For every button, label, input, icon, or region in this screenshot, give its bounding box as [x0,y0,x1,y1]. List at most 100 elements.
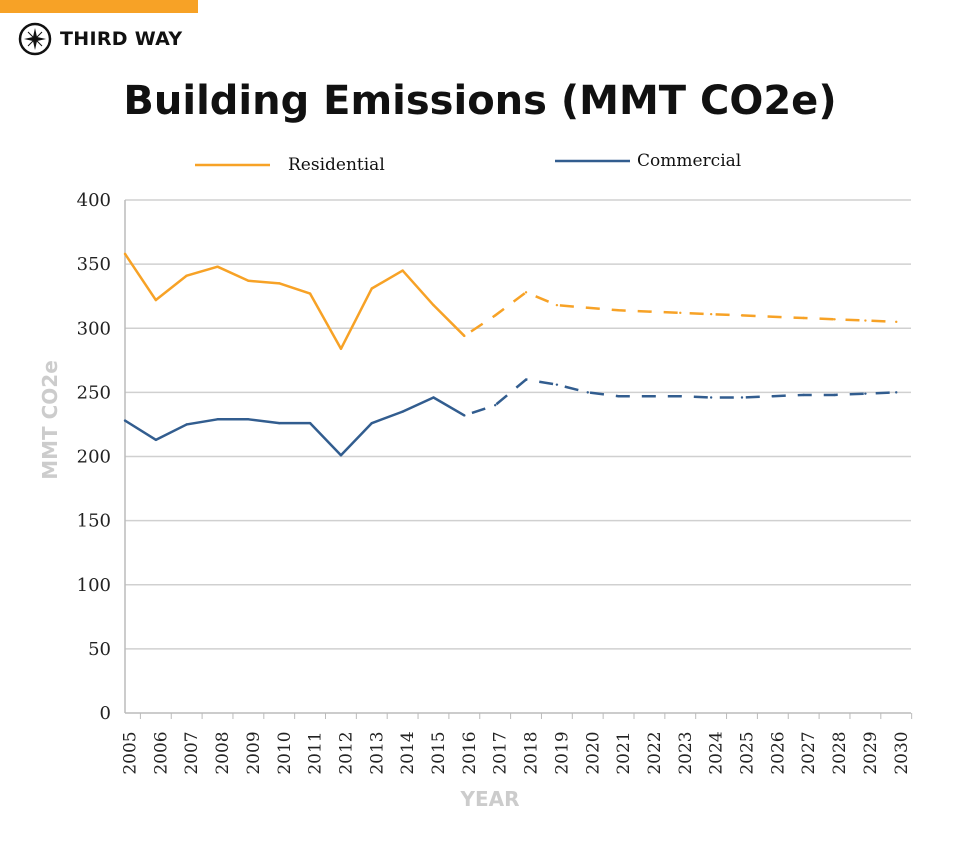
data-point-residential [123,252,127,256]
data-point-residential [524,291,528,294]
logo: THIRD WAY [18,22,182,56]
data-point-residential [895,320,898,324]
x-tick-label: 2015 [429,731,449,774]
x-tick-label: 2016 [460,731,480,774]
data-point-residential [154,298,158,302]
data-point-residential [679,311,682,315]
data-point-residential [401,269,404,272]
x-tick-label: 2020 [583,731,603,774]
data-point-residential [216,265,219,268]
data-point-commercial [555,383,559,386]
x-tick-label: 2009 [244,731,264,774]
data-point-commercial [802,393,805,397]
x-tick-label: 2017 [491,731,511,774]
y-tick-label: 150 [77,511,111,532]
x-tick-label: 2028 [830,731,850,774]
data-point-residential [278,282,281,285]
x-tick-label: 2010 [275,731,295,774]
x-tick-label: 2029 [861,731,881,774]
x-tick-label: 2025 [738,731,758,774]
data-point-residential [648,310,651,313]
data-point-residential [740,314,744,317]
y-tick-label: 200 [77,447,111,468]
compass-icon [18,22,52,56]
brand-accent-bar [0,0,198,13]
data-point-commercial [123,419,127,422]
data-point-commercial [648,395,651,398]
data-point-commercial [895,391,898,394]
y-tick-label: 250 [77,382,111,403]
data-point-residential [339,347,343,350]
x-axis-title: YEAR [459,787,519,811]
x-tick-label: 2011 [306,731,326,774]
data-point-commercial [864,392,867,395]
series-line-commercial-historical [124,396,465,457]
data-point-commercial [247,418,250,421]
x-tick-label: 2014 [398,731,418,774]
series-line-residential-projected [463,290,897,337]
legend-label-residential: Residential [288,155,385,175]
data-point-commercial [494,404,497,407]
data-point-residential [864,319,867,322]
x-tick-label: 2019 [552,731,572,774]
data-point-commercial [617,395,620,398]
x-tick-label: 2005 [121,731,141,774]
data-point-residential [802,316,805,320]
data-point-residential [308,292,312,295]
data-point-commercial [370,421,373,425]
x-tick-label: 2022 [645,731,665,774]
x-tick-label: 2026 [768,731,788,774]
x-tick-label: 2024 [707,731,727,774]
data-point-commercial [740,396,744,399]
data-point-residential [432,303,435,307]
y-tick-label: 0 [100,703,111,724]
data-point-commercial [432,396,435,399]
x-tick-label: 2006 [151,731,171,774]
y-axis-title: MMT CO2e [38,360,62,480]
data-point-residential [709,312,713,316]
data-point-commercial [463,414,466,417]
logo-text: THIRD WAY [60,28,183,50]
data-point-commercial [524,378,528,381]
y-tick-label: 300 [77,318,111,339]
data-point-residential [833,318,836,321]
x-tick-label: 2023 [676,731,696,774]
data-point-commercial [154,438,158,442]
x-tick-label: 2007 [182,731,202,774]
chart-title: Building Emissions (MMT CO2e) [123,78,837,124]
x-tick-label: 2027 [799,731,819,774]
x-tick-label: 2013 [367,731,387,774]
x-tick-label: 2030 [892,731,912,774]
data-point-residential [586,306,589,309]
data-point-residential [494,314,497,317]
y-tick-label: 400 [77,190,111,211]
data-point-commercial [401,410,404,413]
y-tick-label: 50 [88,639,111,660]
x-tick-label: 2008 [213,731,233,774]
data-point-commercial [709,396,713,399]
data-point-commercial [308,421,312,425]
x-tick-label: 2018 [522,731,542,774]
data-point-residential [617,309,620,312]
data-point-residential [555,303,559,307]
x-tick-label: 2021 [614,731,634,774]
data-point-commercial [679,395,682,398]
data-point-residential [370,287,373,290]
series-line-residential-historical [123,253,466,351]
data-point-commercial [586,391,589,394]
data-point-commercial [185,423,188,426]
data-point-residential [463,334,466,338]
data-point-commercial [278,421,281,425]
data-point-commercial [833,393,836,397]
data-point-commercial [771,395,775,398]
y-tick-label: 350 [77,254,111,275]
data-point-residential [771,315,775,318]
series-line-commercial-projected [463,378,897,417]
data-point-commercial [216,418,219,421]
legend-label-commercial: Commercial [637,151,741,171]
data-point-commercial [339,454,343,457]
data-point-residential [247,279,250,282]
x-tick-label: 2012 [336,731,356,774]
